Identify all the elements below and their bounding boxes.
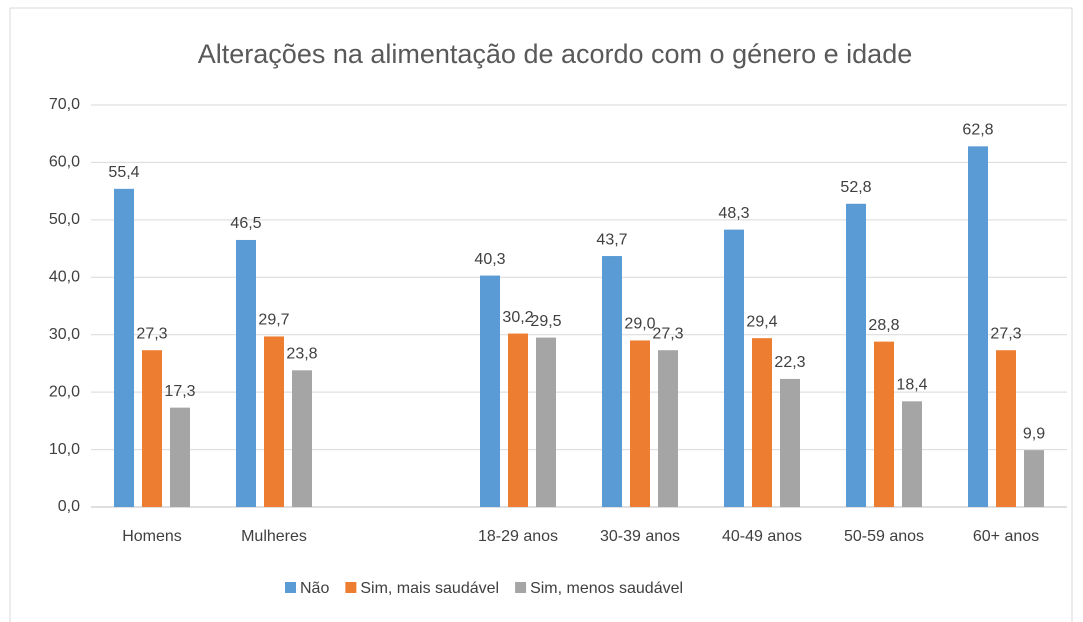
x-tick-label: Homens bbox=[122, 528, 182, 545]
y-tick-label: 60,0 bbox=[49, 154, 80, 171]
bar bbox=[480, 275, 500, 507]
y-tick-label: 70,0 bbox=[49, 96, 80, 113]
y-tick-label: 30,0 bbox=[49, 326, 80, 343]
data-label: 18,4 bbox=[896, 377, 927, 394]
legend-swatch bbox=[285, 582, 296, 593]
bar bbox=[780, 378, 800, 507]
data-label: 9,9 bbox=[1023, 425, 1045, 442]
x-tick-label: 18-29 anos bbox=[478, 528, 558, 545]
data-label: 27,3 bbox=[136, 325, 167, 342]
bar bbox=[968, 146, 988, 507]
legend-swatch bbox=[515, 582, 527, 593]
x-tick-label: Mulheres bbox=[241, 528, 307, 545]
bar bbox=[846, 203, 866, 507]
bar bbox=[752, 338, 772, 507]
bar bbox=[902, 401, 922, 507]
y-tick-label: 20,0 bbox=[49, 383, 80, 400]
data-label: 46,5 bbox=[230, 215, 261, 232]
data-label: 29,5 bbox=[530, 313, 561, 330]
x-tick-label: 30-39 anos bbox=[600, 528, 680, 545]
bar bbox=[170, 407, 190, 507]
x-tick-label: 60+ anos bbox=[973, 528, 1039, 545]
y-tick-label: 10,0 bbox=[49, 441, 80, 458]
data-label: 23,8 bbox=[286, 346, 317, 363]
chart-title: Alterações na alimentação de acordo com … bbox=[198, 39, 912, 69]
data-label: 40,3 bbox=[474, 251, 505, 268]
bar bbox=[292, 370, 312, 507]
legend-swatch bbox=[345, 582, 357, 593]
bar bbox=[724, 229, 744, 507]
bar bbox=[630, 340, 650, 507]
y-tick-label: 0,0 bbox=[58, 498, 80, 515]
legend-label: Sim, mais saudável bbox=[360, 580, 499, 597]
x-tick-label: 40-49 anos bbox=[722, 528, 802, 545]
data-label: 43,7 bbox=[596, 231, 627, 248]
bar bbox=[264, 336, 284, 507]
data-label: 62,8 bbox=[962, 122, 993, 139]
x-tick-label: 50-59 anos bbox=[844, 528, 924, 545]
data-label: 29,4 bbox=[746, 313, 777, 330]
data-label: 22,3 bbox=[774, 354, 805, 371]
data-label: 27,3 bbox=[652, 325, 683, 342]
y-tick-label: 50,0 bbox=[49, 211, 80, 228]
bar bbox=[602, 256, 622, 507]
data-label: 55,4 bbox=[108, 164, 139, 181]
data-label: 29,0 bbox=[624, 316, 655, 333]
bar bbox=[236, 239, 256, 507]
data-label: 48,3 bbox=[718, 205, 749, 222]
y-tick-label: 40,0 bbox=[49, 269, 80, 286]
bar bbox=[508, 333, 528, 507]
bar bbox=[1024, 450, 1044, 507]
chart-frame bbox=[9, 7, 1073, 622]
bar bbox=[114, 188, 134, 508]
bar bbox=[874, 341, 894, 507]
bar bbox=[996, 350, 1016, 507]
bar bbox=[536, 337, 556, 507]
bar bbox=[658, 350, 678, 507]
data-label: 52,8 bbox=[840, 179, 871, 196]
data-label: 17,3 bbox=[164, 383, 195, 400]
bar bbox=[142, 350, 162, 507]
data-label: 27,3 bbox=[990, 325, 1021, 342]
legend-label: Não bbox=[300, 580, 329, 597]
data-label: 28,8 bbox=[868, 317, 899, 334]
legend-label: Sim, menos saudável bbox=[530, 580, 683, 597]
data-label: 29,7 bbox=[258, 312, 289, 329]
data-label: 30,2 bbox=[502, 309, 533, 326]
